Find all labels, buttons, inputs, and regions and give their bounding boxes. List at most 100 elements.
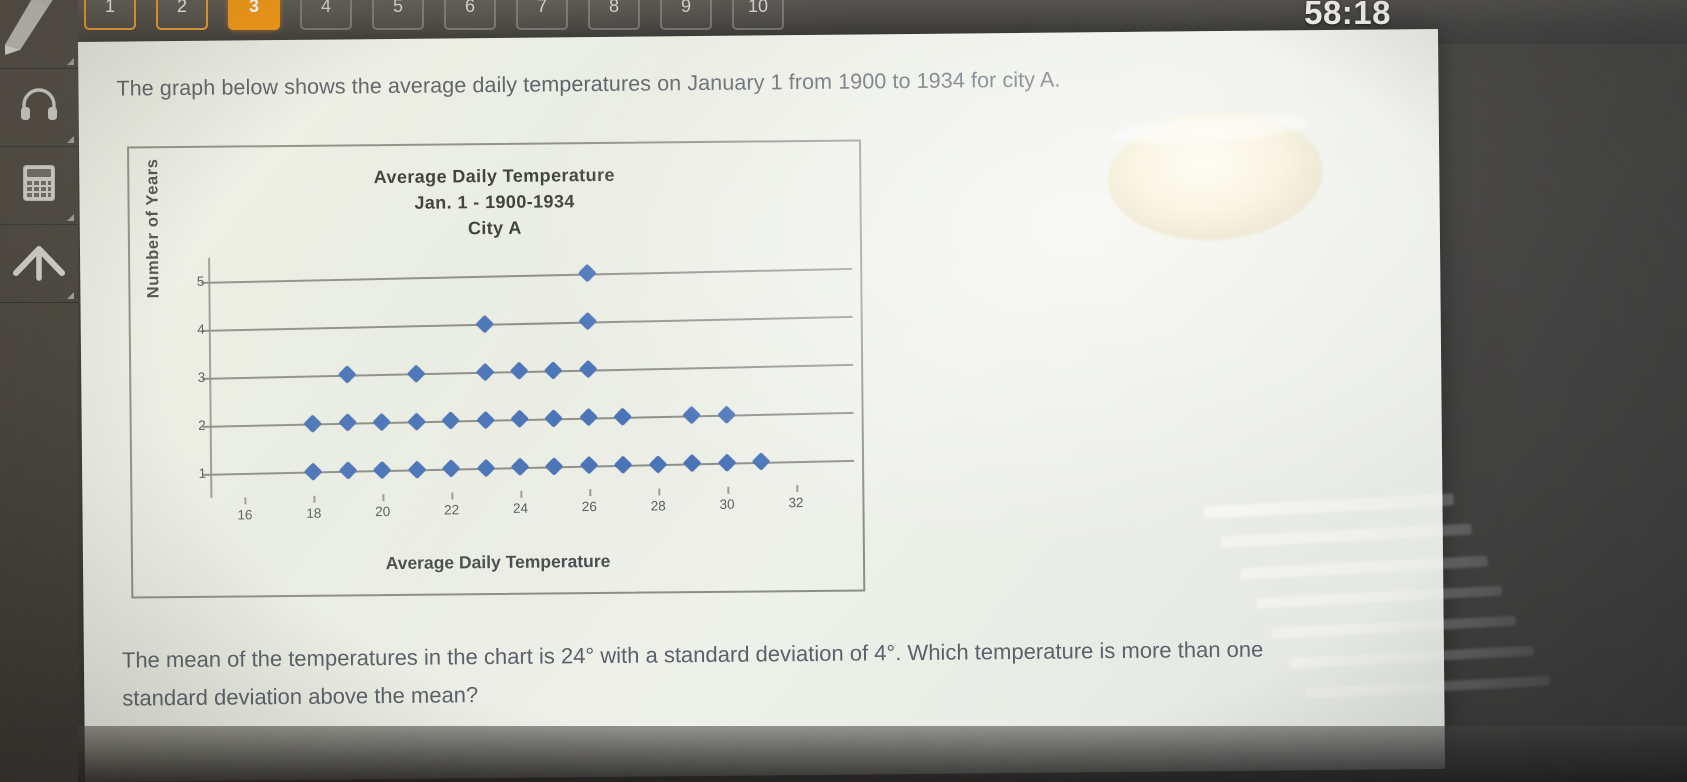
chart-data-point bbox=[304, 462, 323, 481]
chart-data-point bbox=[406, 364, 426, 383]
chart-data-point bbox=[442, 459, 461, 478]
question-chip-2[interactable]: 2 bbox=[156, 0, 208, 30]
chart-data-point bbox=[407, 460, 426, 479]
question-chip-label: 2 bbox=[176, 0, 187, 16]
corner-fold-icon bbox=[67, 214, 74, 221]
x-tick-label: 26 bbox=[581, 499, 597, 515]
chart-data-point bbox=[373, 460, 392, 480]
headphones-icon bbox=[19, 87, 59, 127]
question-chip-8[interactable]: 8 bbox=[588, 0, 640, 30]
question-chip-label: 4 bbox=[320, 0, 331, 16]
x-tick-label: 28 bbox=[650, 498, 666, 514]
question-chip-9[interactable]: 9 bbox=[660, 0, 712, 30]
question-chip-label: 8 bbox=[608, 0, 619, 16]
chart-data-point bbox=[578, 360, 598, 379]
chart-data-point bbox=[510, 409, 529, 429]
chart-data-point bbox=[337, 365, 357, 384]
chart-data-point bbox=[372, 412, 392, 432]
chart-gridline bbox=[208, 315, 853, 332]
arrow-up-icon bbox=[12, 241, 66, 286]
prompt-text: The graph below shows the average daily … bbox=[116, 67, 1061, 101]
x-tick-label: 22 bbox=[444, 502, 460, 518]
chart-container: Average Daily Temperature Jan. 1 - 1900-… bbox=[127, 139, 866, 599]
question-chip-5[interactable]: 5 bbox=[372, 0, 424, 30]
question-number-bar[interactable]: 1 2 3 4 5 6 7 8 9 10 bbox=[84, 0, 784, 30]
x-tick-mark bbox=[726, 486, 730, 494]
chart-data-point bbox=[578, 312, 597, 331]
x-tick-label: 24 bbox=[512, 500, 529, 517]
y-tick-label: 5 bbox=[196, 273, 205, 289]
chart-data-point bbox=[509, 361, 529, 381]
y-tick-label: 2 bbox=[198, 417, 206, 433]
chart-subtitle-2: City A bbox=[467, 217, 522, 239]
question-chip-label: 10 bbox=[747, 0, 769, 16]
corner-fold-icon bbox=[67, 58, 74, 65]
x-tick-label: 20 bbox=[375, 503, 391, 520]
question-chip-4[interactable]: 4 bbox=[300, 0, 352, 30]
chart-data-point bbox=[577, 264, 597, 283]
question-chip-label: 7 bbox=[536, 0, 547, 16]
chart-data-point bbox=[338, 461, 358, 480]
chart-data-point bbox=[544, 361, 563, 380]
x-tick-mark bbox=[451, 492, 454, 500]
question-chip-label: 9 bbox=[680, 0, 691, 16]
question-chip-6[interactable]: 6 bbox=[444, 0, 496, 30]
chart-data-point bbox=[303, 414, 323, 433]
rail-item-scroll-up[interactable] bbox=[0, 224, 78, 303]
chart-data-point bbox=[717, 405, 736, 424]
chart-data-point bbox=[338, 413, 357, 432]
question-chip-label: 1 bbox=[104, 0, 115, 16]
rail-item-audio[interactable] bbox=[0, 68, 78, 147]
question-body: The mean of the temperatures in the char… bbox=[122, 629, 1413, 717]
question-chip-7[interactable]: 7 bbox=[516, 0, 568, 30]
chart-data-point bbox=[475, 314, 494, 333]
x-tick-mark bbox=[658, 488, 661, 496]
rail-item-0[interactable] bbox=[0, 0, 78, 69]
tool-rail bbox=[0, 0, 78, 782]
chart-title-block: Average Daily Temperature Jan. 1 - 1900-… bbox=[129, 160, 860, 245]
question-chip-label: 5 bbox=[392, 0, 403, 16]
rail-item-calculator[interactable] bbox=[0, 146, 78, 225]
chart-data-point bbox=[682, 406, 702, 425]
chart-data-point bbox=[717, 453, 736, 472]
x-tick-mark bbox=[795, 485, 798, 493]
chart-x-axis-label: Average Daily Temperature bbox=[385, 550, 611, 574]
chart-data-point bbox=[476, 458, 495, 477]
chart-data-point bbox=[648, 454, 668, 474]
chart-data-point bbox=[579, 456, 599, 475]
y-tick-label: 1 bbox=[198, 465, 207, 481]
question-chip-label: 6 bbox=[464, 0, 475, 16]
chart-gridline bbox=[208, 267, 853, 284]
chart-data-point bbox=[544, 409, 564, 428]
y-tick-label: 4 bbox=[197, 321, 205, 337]
question-chip-3[interactable]: 3 bbox=[228, 0, 280, 30]
chart-data-point bbox=[475, 362, 494, 381]
chart-gridline bbox=[209, 363, 854, 380]
question-chip-1[interactable]: 1 bbox=[84, 0, 136, 30]
stylus-icon bbox=[0, 0, 81, 56]
x-tick-mark bbox=[589, 489, 592, 497]
chart-data-point bbox=[579, 408, 598, 427]
x-tick-label: 18 bbox=[306, 505, 322, 521]
chart-data-point bbox=[407, 412, 426, 431]
chart-data-point bbox=[751, 452, 771, 472]
chart-data-point bbox=[683, 454, 702, 473]
x-tick-label: 32 bbox=[788, 495, 804, 511]
chart-data-point bbox=[614, 455, 633, 475]
timer-display: 58:18 bbox=[1304, 0, 1391, 31]
chart-data-point bbox=[510, 457, 530, 477]
y-tick-label: 3 bbox=[197, 369, 206, 385]
chart-data-point bbox=[545, 457, 564, 476]
corner-fold-icon bbox=[67, 136, 74, 143]
x-tick-label: 16 bbox=[237, 506, 253, 523]
question-chip-10[interactable]: 10 bbox=[732, 0, 784, 30]
chart-data-point bbox=[476, 410, 495, 429]
x-tick-label: 30 bbox=[719, 496, 735, 512]
x-tick-mark bbox=[382, 493, 385, 502]
corner-fold-icon bbox=[67, 292, 74, 299]
calculator-icon bbox=[22, 164, 56, 207]
bottom-shadow-bar bbox=[78, 726, 1687, 782]
question-chip-label: 3 bbox=[248, 0, 259, 16]
chart-data-point bbox=[441, 411, 460, 430]
